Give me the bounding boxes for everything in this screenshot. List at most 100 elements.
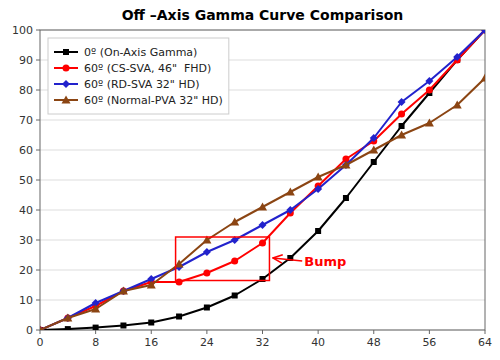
y-tick	[36, 240, 40, 241]
y-tick-label: 80	[19, 84, 33, 97]
data-point	[399, 123, 405, 129]
annotation-text: Bump	[304, 254, 346, 269]
legend-label: 60º (CS-SVA, 46" FHD)	[84, 62, 211, 75]
x-tick	[429, 330, 430, 334]
data-point	[425, 119, 434, 127]
y-tick	[36, 300, 40, 301]
data-point	[315, 228, 321, 234]
x-tick	[40, 330, 41, 334]
data-point	[147, 281, 156, 289]
x-tick-label: 56	[422, 336, 436, 349]
y-tick-label: 30	[19, 234, 33, 247]
data-point	[453, 101, 462, 109]
y-tick	[36, 210, 40, 211]
data-point	[398, 98, 406, 106]
grid-line	[40, 180, 485, 181]
y-tick-label: 60	[19, 144, 33, 157]
grid-line	[40, 150, 485, 151]
data-point	[314, 173, 323, 181]
legend-label: 60º (Normal-PVA 32" HD)	[84, 94, 223, 107]
x-tick-label: 48	[367, 336, 381, 349]
y-tick-label: 70	[19, 114, 33, 127]
data-point	[370, 134, 378, 142]
plot-background	[40, 30, 485, 330]
data-point	[369, 146, 378, 154]
y-tick-label: 20	[19, 264, 33, 277]
x-tick-label: 0	[37, 336, 44, 349]
series-line	[40, 78, 485, 330]
y-tick	[36, 90, 40, 91]
data-point	[341, 161, 350, 169]
data-point	[40, 326, 45, 331]
x-tick-label: 40	[311, 336, 325, 349]
data-point	[204, 305, 210, 311]
data-point	[176, 314, 182, 320]
data-point	[91, 305, 100, 313]
data-point	[481, 74, 486, 82]
series	[40, 30, 485, 330]
x-tick-label: 8	[92, 336, 99, 349]
data-point	[481, 30, 485, 34]
legend-label: 0º (On-Axis Gamma)	[84, 46, 197, 59]
y-tick	[36, 30, 40, 31]
grid-line	[40, 120, 485, 121]
data-point	[203, 248, 211, 256]
y-tick	[36, 60, 40, 61]
data-point	[148, 320, 154, 326]
legend-label: 60º (RD-SVA 32" HD)	[84, 78, 199, 91]
y-tick	[36, 330, 40, 331]
data-point	[63, 314, 72, 322]
data-point	[259, 221, 267, 229]
title: Off –Axis Gamma Curve Comparison	[122, 7, 404, 23]
legend-marker	[63, 49, 69, 55]
x-tick	[151, 330, 152, 334]
data-point	[203, 270, 210, 277]
data-point	[398, 111, 405, 118]
x-tick	[95, 330, 96, 334]
data-point	[258, 203, 267, 211]
data-point	[314, 185, 322, 193]
series-line	[40, 30, 485, 330]
data-point	[371, 159, 377, 165]
data-point	[426, 87, 433, 94]
data-point	[120, 323, 126, 329]
data-point	[176, 279, 183, 286]
data-point	[342, 161, 350, 169]
x-tick	[206, 330, 207, 334]
annotation-arrow	[273, 258, 302, 261]
legend-marker	[63, 65, 70, 72]
legend-marker	[62, 96, 71, 104]
series	[40, 30, 485, 330]
data-point	[119, 287, 128, 295]
data-point	[232, 293, 238, 299]
legend: 0º (On-Axis Gamma) 60º (CS-SVA, 46" FHD) 6…	[48, 38, 229, 114]
data-point	[453, 53, 461, 61]
y-tick-label: 50	[19, 174, 33, 187]
highlight-box	[176, 237, 270, 281]
x-tick	[485, 330, 486, 334]
plot-frame	[40, 30, 485, 330]
data-point	[230, 218, 239, 226]
data-point	[425, 77, 433, 85]
data-point	[231, 258, 238, 265]
y-tick-label: 90	[19, 54, 33, 67]
y-tick-label: 10	[19, 294, 33, 307]
x-tick-label: 16	[144, 336, 158, 349]
x-tick	[318, 330, 319, 334]
x-tick-label: 32	[256, 336, 270, 349]
data	[40, 30, 485, 330]
x-tick	[373, 330, 374, 334]
data-point	[93, 325, 99, 330]
data-point	[397, 131, 406, 139]
x-tick-label: 64	[478, 336, 492, 349]
series-line	[40, 30, 485, 330]
data-point	[65, 326, 71, 330]
annotation: Bump	[273, 254, 346, 269]
y-tick	[36, 120, 40, 121]
y-tick	[36, 150, 40, 151]
data-point	[286, 188, 295, 196]
y-tick	[36, 180, 40, 181]
x-tick	[262, 330, 263, 334]
x-tick-label: 24	[200, 336, 214, 349]
data-point	[286, 206, 294, 214]
